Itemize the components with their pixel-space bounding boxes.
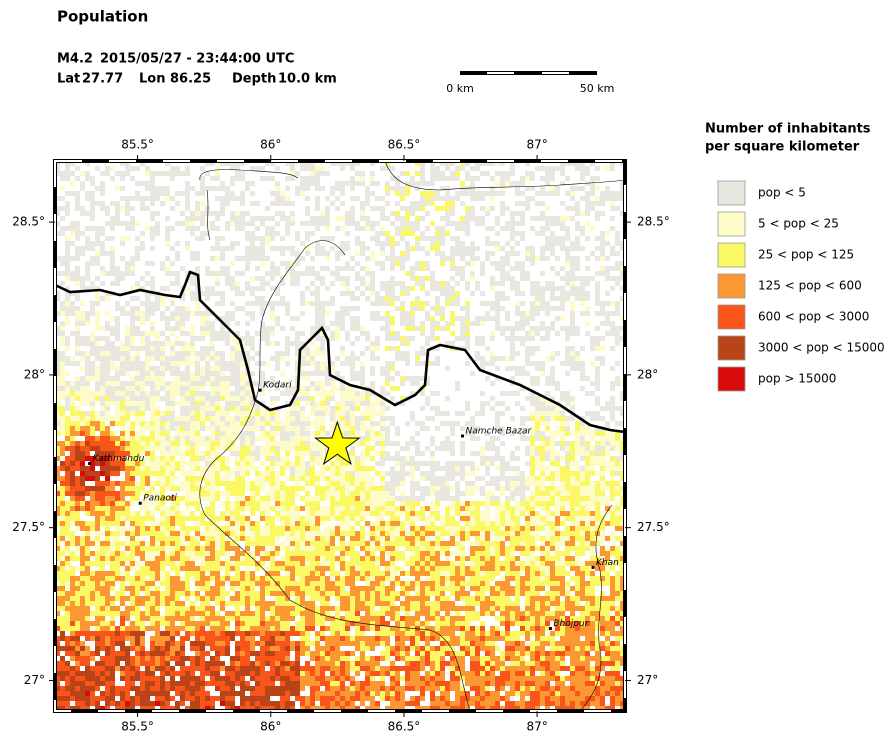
legend-label: 3000 < pop < 15000 xyxy=(758,341,885,355)
lat-tick-label: 27.5° xyxy=(12,520,45,534)
place-label: Kodari xyxy=(263,381,292,391)
international-border xyxy=(55,270,625,434)
place-marker xyxy=(591,565,595,569)
lon-tick-label: 86° xyxy=(260,138,281,152)
legend-label: pop < 5 xyxy=(758,186,806,200)
lon-tick-label: 85.5° xyxy=(121,138,154,152)
scale-end: 50 km xyxy=(580,82,615,95)
legend-swatch xyxy=(717,242,746,268)
legend-title: Number of inhabitants xyxy=(705,122,871,137)
lat-tick-label: 27° xyxy=(637,673,658,687)
place-marker xyxy=(548,627,552,630)
lat-tick-label: 28° xyxy=(637,367,658,381)
legend-label: 125 < pop < 600 xyxy=(758,279,862,293)
event-magnitude: M4.2 xyxy=(57,52,93,67)
scale-bar-frame xyxy=(460,71,597,75)
lon-tick-label: 86.5° xyxy=(388,138,421,152)
depth-value: 10.0 km xyxy=(278,72,337,87)
lon-label: Lon xyxy=(139,72,165,87)
legend-label: 600 < pop < 3000 xyxy=(758,310,869,324)
lon-value: 86.25 xyxy=(170,72,211,87)
lon-tick-label: 87° xyxy=(526,720,547,734)
place-label: Namche Bazar xyxy=(466,427,533,437)
map-frame-dash xyxy=(54,160,626,712)
place-label: Bhojpur xyxy=(553,619,589,629)
place-marker xyxy=(461,434,465,438)
legend-swatch xyxy=(717,180,746,206)
legend-title: per square kilometer xyxy=(705,140,860,155)
map-lines xyxy=(55,161,625,711)
place-marker xyxy=(138,501,142,505)
lon-tick-label: 86.5° xyxy=(388,720,421,734)
population-cells xyxy=(55,161,625,591)
legend-label: 5 < pop < 25 xyxy=(758,217,839,231)
lat-tick-label: 28.5° xyxy=(12,215,45,229)
river xyxy=(199,240,471,711)
river xyxy=(579,504,613,711)
epicenter xyxy=(314,420,361,466)
scale-start: 0 km xyxy=(446,82,474,95)
boundary xyxy=(384,161,625,191)
depth-label: Depth xyxy=(232,72,276,87)
legend-swatch xyxy=(717,304,746,330)
river xyxy=(199,169,299,241)
place-marker xyxy=(258,388,262,392)
event-time: 2015/05/27 - 23:44:00 UTC xyxy=(100,52,294,67)
legend-label: pop > 15000 xyxy=(758,372,836,386)
legend-swatch xyxy=(717,335,746,361)
place-label: Panaoti xyxy=(143,494,177,504)
population-cells xyxy=(55,421,625,711)
legend-swatch xyxy=(717,273,746,299)
lon-tick-label: 85.5° xyxy=(121,720,154,734)
lat-value: 27.77 xyxy=(82,72,123,87)
lat-tick-label: 28.5° xyxy=(637,215,670,229)
scale-bar-segment xyxy=(542,72,569,74)
place-label: Khan xyxy=(596,558,619,568)
population-cells xyxy=(55,441,300,711)
lat-label: Lat xyxy=(57,72,80,87)
place-marker xyxy=(88,462,92,465)
lat-tick-label: 27.5° xyxy=(637,520,670,534)
lat-tick-label: 27° xyxy=(24,673,45,687)
title: Population xyxy=(57,8,148,26)
place-label: Kathmandu xyxy=(93,454,145,464)
scale-bar-segment xyxy=(487,72,514,74)
lon-tick-label: 87° xyxy=(526,138,547,152)
legend-label: 25 < pop < 125 xyxy=(758,248,854,262)
legend-swatch xyxy=(717,211,746,237)
legend-swatch xyxy=(717,366,746,392)
lon-tick-label: 86° xyxy=(260,720,281,734)
lat-tick-label: 28° xyxy=(24,367,45,381)
scale-bar xyxy=(460,71,597,75)
